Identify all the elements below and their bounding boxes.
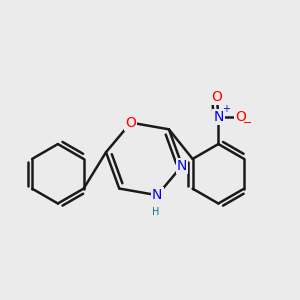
Text: O: O bbox=[125, 116, 136, 130]
Text: O: O bbox=[235, 110, 246, 124]
Text: +: + bbox=[222, 104, 230, 114]
Text: N: N bbox=[213, 110, 224, 124]
Text: O: O bbox=[212, 89, 222, 103]
Text: N: N bbox=[177, 159, 187, 172]
Text: H: H bbox=[152, 207, 160, 217]
Text: −: − bbox=[242, 118, 252, 128]
Text: N: N bbox=[152, 188, 163, 202]
